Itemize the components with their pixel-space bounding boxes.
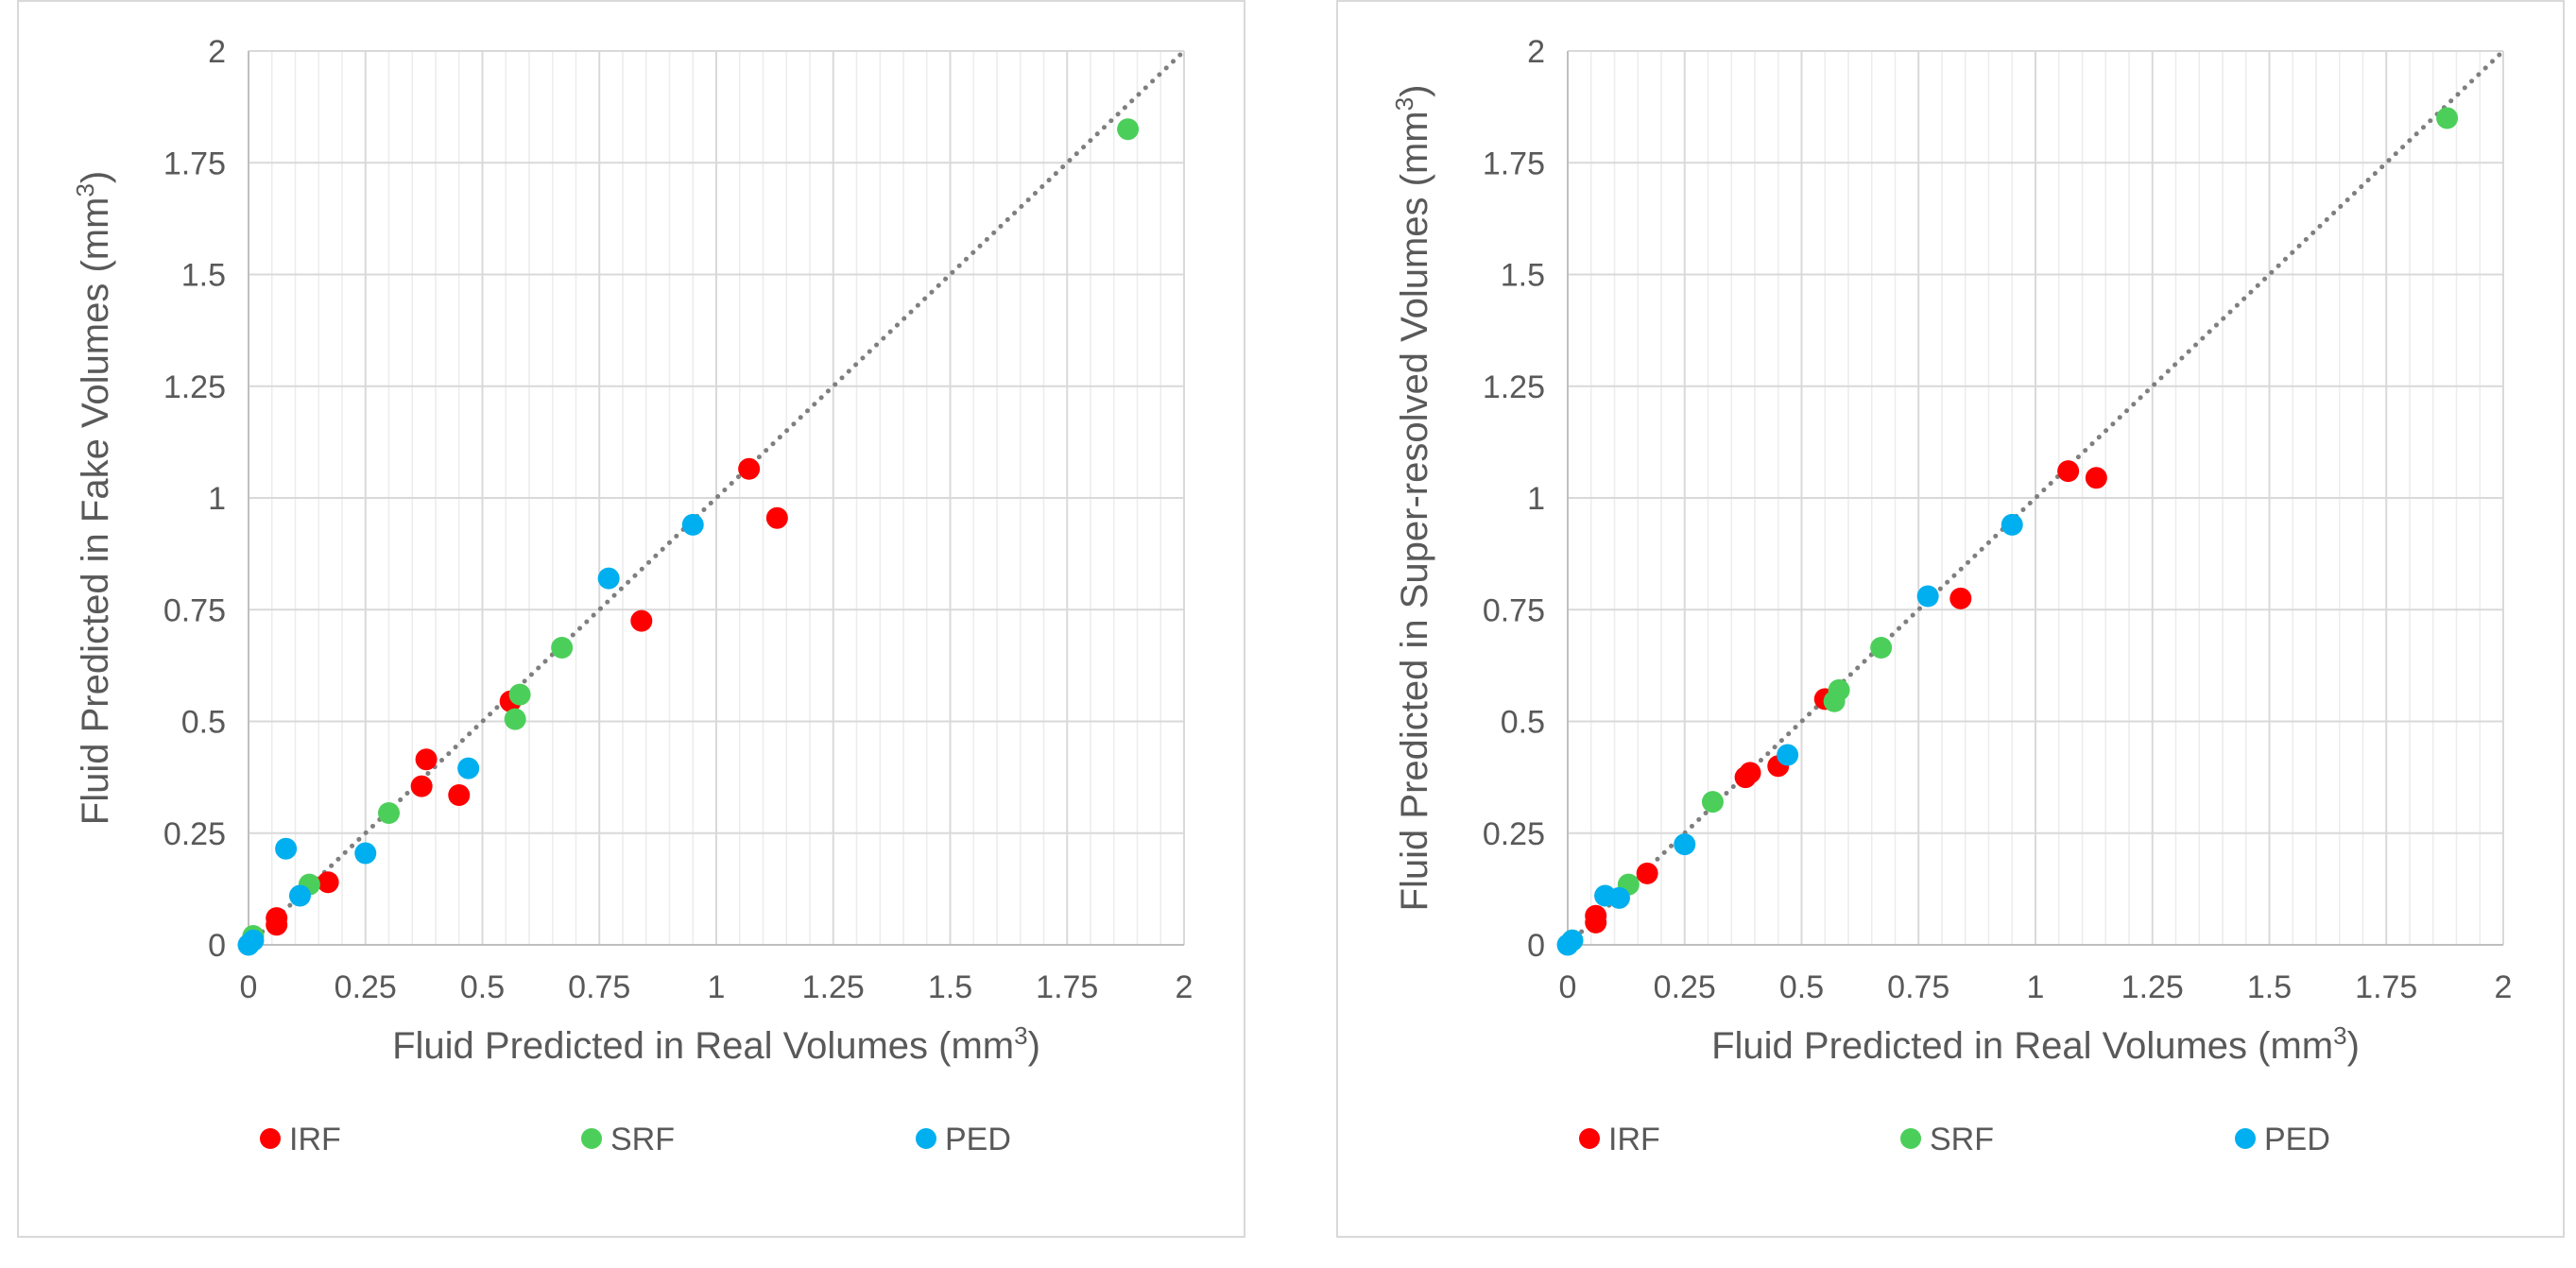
data-point-irf xyxy=(266,914,288,936)
x-tick-label: 0 xyxy=(1559,969,1577,1005)
data-point-irf xyxy=(765,506,788,529)
legend-marker-irf xyxy=(260,1128,281,1149)
data-point-srf xyxy=(1870,636,1893,659)
data-point-irf xyxy=(448,784,471,807)
x-tick-label: 2 xyxy=(1176,969,1194,1005)
data-point-ped xyxy=(597,567,620,590)
data-point-srf xyxy=(508,683,531,706)
data-point-srf xyxy=(504,708,526,730)
y-tick-label: 1.5 xyxy=(181,258,226,294)
data-point-irf xyxy=(1636,862,1658,884)
x-tick-label: 1.25 xyxy=(2121,969,2184,1005)
chart-panel-fake: 0 0.25 0.5 0.75 1 1.25 1.5 1.75 2 0 0.25 0.5 0.75 1 1.… xyxy=(17,0,1245,1238)
x-tick-label: 1 xyxy=(708,969,726,1005)
y-tick-label: 1.75 xyxy=(163,146,226,181)
legend-label-ped: PED xyxy=(2264,1122,2330,1157)
data-point-irf xyxy=(738,457,761,480)
y-tick-label: 0.5 xyxy=(181,705,226,741)
data-point-irf xyxy=(2057,460,2080,483)
y-tick-label: 0.5 xyxy=(1501,705,1545,741)
x-tick-label: 0.75 xyxy=(568,969,630,1005)
y-tick-label: 0.75 xyxy=(1483,592,1545,628)
data-point-ped xyxy=(354,842,377,865)
data-point-srf xyxy=(2436,107,2459,129)
data-point-irf xyxy=(410,775,433,797)
reference-line-y-equals-x xyxy=(246,48,1187,948)
data-point-irf xyxy=(415,748,438,771)
data-point-srf xyxy=(378,801,400,824)
x-axis-title: Fluid Predicted in Real Volumes (mm3) xyxy=(1711,1021,2360,1067)
x-tick-label: 0.25 xyxy=(335,969,397,1005)
x-axis-title: Fluid Predicted in Real Volumes (mm3) xyxy=(392,1021,1040,1067)
data-point-irf xyxy=(317,871,339,894)
legend-label-irf: IRF xyxy=(289,1122,341,1157)
y-tick-label: 0.25 xyxy=(1483,816,1545,852)
x-tick-label: 1.5 xyxy=(928,969,972,1005)
data-point-ped xyxy=(242,929,265,951)
data-point-srf xyxy=(1117,118,1140,141)
y-tick-label: 2 xyxy=(208,34,226,70)
x-tick-label: 1.5 xyxy=(2247,969,2292,1005)
y-tick-label: 0 xyxy=(208,928,226,964)
legend-marker-srf xyxy=(1900,1128,1921,1149)
data-point-irf xyxy=(1585,911,1607,934)
legend-marker-ped xyxy=(916,1128,936,1149)
x-tick-label: 0.5 xyxy=(460,969,505,1005)
x-tick-label: 0.25 xyxy=(1654,969,1716,1005)
data-point-ped xyxy=(1777,744,1799,766)
y-tick-label: 2 xyxy=(1527,34,1545,70)
data-point-srf xyxy=(551,636,574,659)
y-tick-label: 1 xyxy=(1527,481,1545,517)
x-tick-label: 1.25 xyxy=(802,969,865,1005)
data-point-irf xyxy=(630,609,653,632)
y-tick-label: 0.25 xyxy=(163,816,226,852)
data-point-irf xyxy=(2085,467,2107,489)
legend-label-srf: SRF xyxy=(1930,1122,1994,1157)
legend-label-srf: SRF xyxy=(610,1122,675,1157)
data-point-srf xyxy=(1828,678,1850,701)
scatter-chart-super-resolved: 0 0.25 0.5 0.75 1 1.25 1.5 1.75 2 0 0.25 0.5 0.75 1 1.… xyxy=(1390,34,2513,1157)
y-axis-title: Fluid Predicted in Fake Volumes (mm3) xyxy=(71,171,116,825)
data-point-ped xyxy=(288,884,311,907)
y-tick-label: 0 xyxy=(1527,928,1545,964)
data-point-ped xyxy=(1561,929,1584,951)
chart-panel-super-resolved: 0 0.25 0.5 0.75 1 1.25 1.5 1.75 2 0 0.25 0.5 0.75 1 1.… xyxy=(1336,0,2565,1238)
y-axis-title: Fluid Predicted in Super-resolved Volume… xyxy=(1390,85,1435,912)
data-point-ped xyxy=(1674,833,1696,856)
y-tick-label: 1.25 xyxy=(1483,369,1545,405)
x-tick-label: 2 xyxy=(2495,969,2513,1005)
data-point-ped xyxy=(1607,886,1630,909)
data-point-ped xyxy=(457,757,480,780)
legend-label-ped: PED xyxy=(945,1122,1011,1157)
data-point-irf xyxy=(1739,762,1761,784)
y-tick-label: 1.75 xyxy=(1483,146,1545,181)
x-tick-label: 1.75 xyxy=(2355,969,2417,1005)
data-point-ped xyxy=(2001,513,2023,536)
reference-line-y-equals-x xyxy=(1565,48,2506,948)
legend-marker-srf xyxy=(581,1128,602,1149)
legend-label-irf: IRF xyxy=(1608,1122,1660,1157)
y-tick-label: 1 xyxy=(208,481,226,517)
y-tick-label: 1.25 xyxy=(163,369,226,405)
y-tick-label: 0.75 xyxy=(163,592,226,628)
data-point-ped xyxy=(1916,585,1939,608)
data-point-irf xyxy=(1949,587,1972,609)
x-tick-label: 0 xyxy=(240,969,258,1005)
x-tick-label: 1.75 xyxy=(1036,969,1098,1005)
data-point-srf xyxy=(1701,791,1724,814)
x-tick-label: 0.75 xyxy=(1887,969,1949,1005)
legend-marker-irf xyxy=(1579,1128,1600,1149)
y-tick-label: 1.5 xyxy=(1501,258,1545,294)
x-tick-label: 0.5 xyxy=(1779,969,1824,1005)
data-point-ped xyxy=(275,837,298,860)
data-point-ped xyxy=(681,513,704,536)
legend-marker-ped xyxy=(2235,1128,2256,1149)
scatter-chart-fake: 0 0.25 0.5 0.75 1 1.25 1.5 1.75 2 0 0.25 0.5 0.75 1 1.… xyxy=(71,34,1194,1157)
x-tick-label: 1 xyxy=(2027,969,2045,1005)
